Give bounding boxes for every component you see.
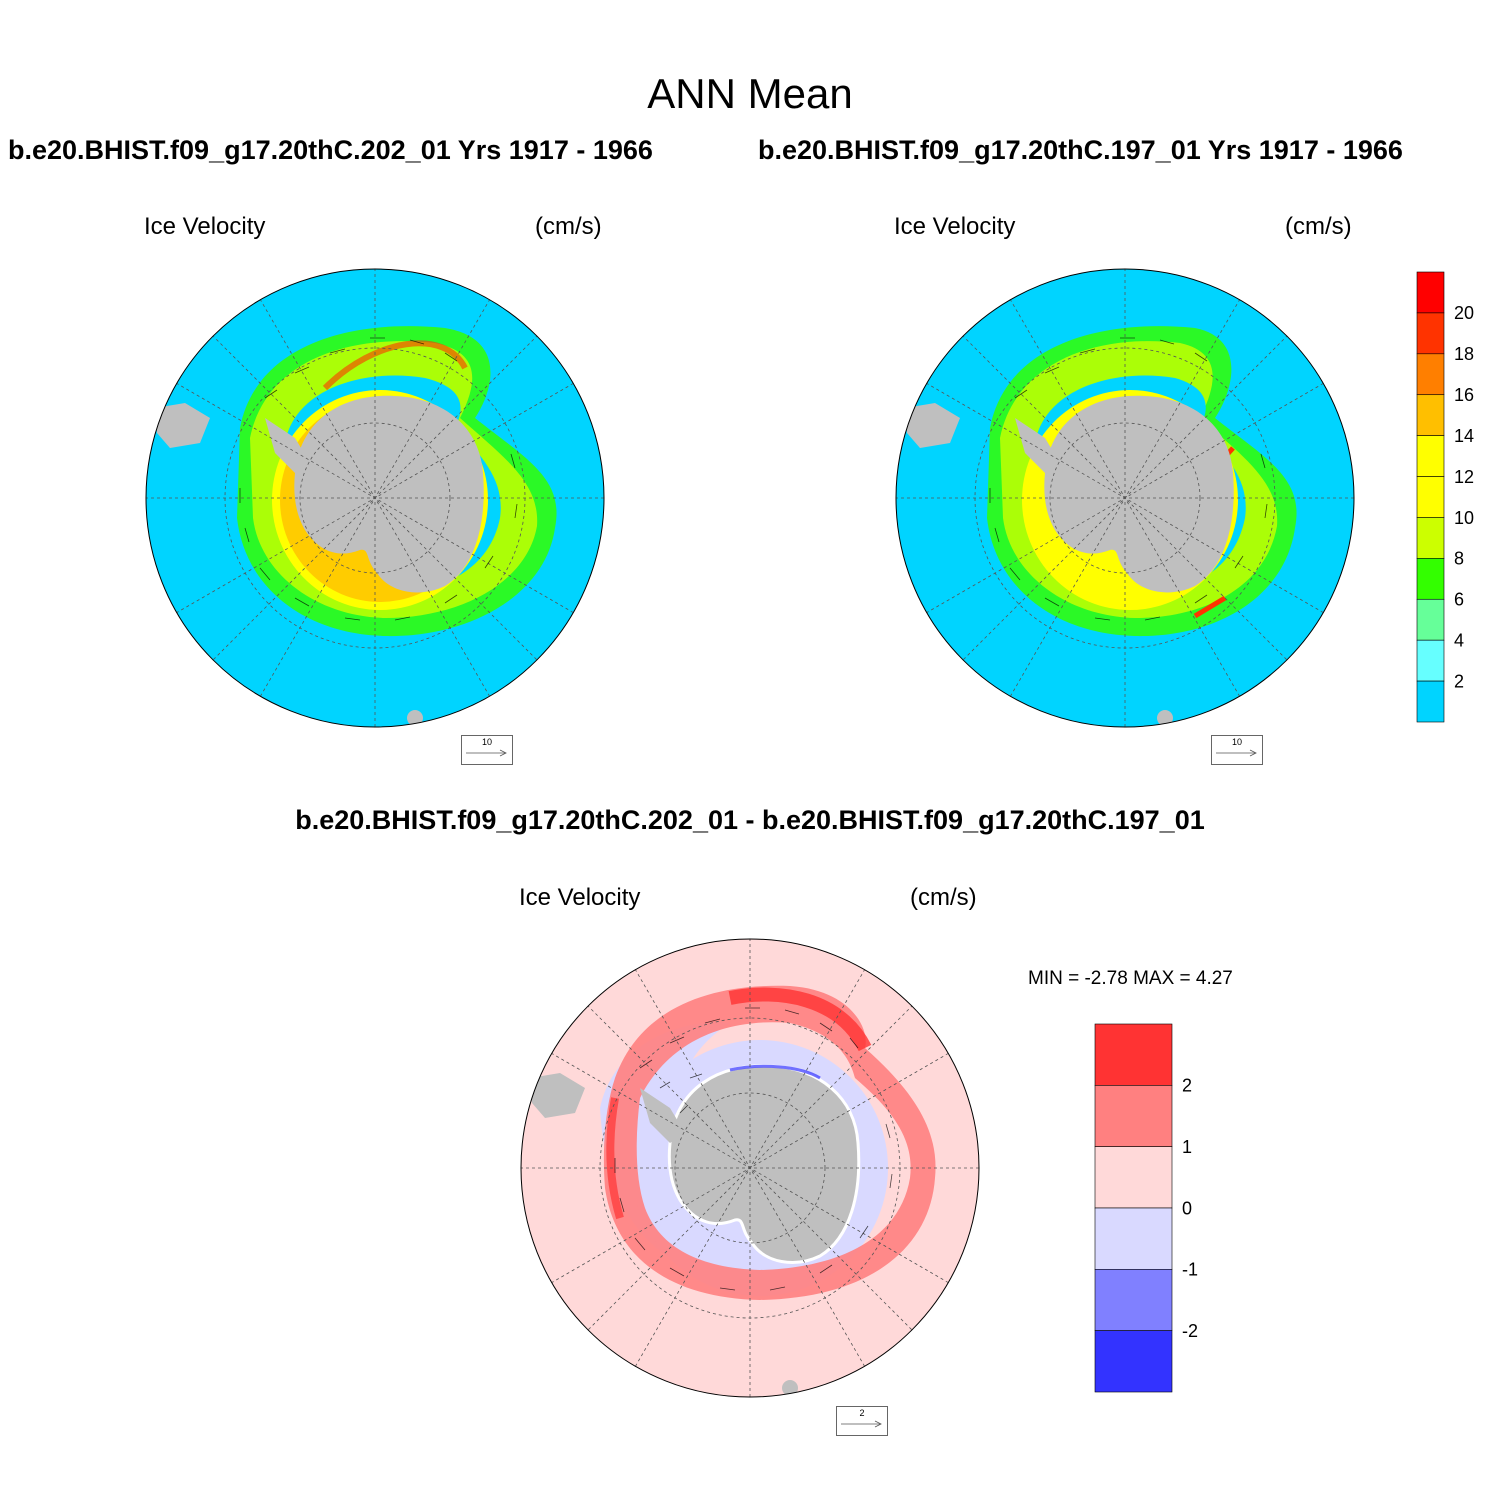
main-colorbar-swatch (1416, 517, 1445, 559)
diff-reference-vector-label: 2 (859, 1408, 865, 1418)
diff-polar-map (520, 938, 980, 1398)
diff-colorbar-swatch (1094, 1146, 1173, 1209)
diff-colorbar-swatch (1094, 1207, 1173, 1270)
diff-colorbar-swatch (1094, 1330, 1173, 1393)
main-colorbar-swatch (1416, 353, 1445, 396)
main-colorbar-swatch (1416, 435, 1445, 477)
case1-reference-vector-label: 10 (481, 737, 492, 747)
main-colorbar-swatch (1416, 312, 1445, 355)
case2-reference-vector-label: 10 (1231, 737, 1242, 747)
diff-units-label: (cm/s) (910, 884, 977, 911)
main-colorbar-swatch (1416, 598, 1445, 641)
diff-colorbar: 2 1 0 -1 -2 (1094, 1023, 1198, 1393)
main-colorbar-tick-label: 8 (1454, 549, 1464, 569)
main-colorbar-tick-label: 2 (1454, 671, 1464, 691)
case1-variable-label: Ice Velocity (144, 213, 266, 240)
case2-reference-vector-arrow (1216, 749, 1257, 757)
diff-colorbar-tick-label: -1 (1182, 1260, 1198, 1280)
diff-colorbar-tick-label: 0 (1182, 1198, 1192, 1218)
case2-units-label: (cm/s) (1285, 213, 1352, 240)
main-colorbar-swatch (1416, 558, 1445, 600)
main-colorbar-tick-label: 18 (1454, 344, 1474, 364)
main-colorbar-tick-label: 12 (1454, 467, 1474, 487)
case1-reference-vector-arrow (466, 749, 507, 757)
case1-reference-vector-box: 10 (461, 735, 513, 765)
diff-variable-label: Ice Velocity (519, 884, 641, 911)
main-colorbar-tick-label: 6 (1454, 590, 1464, 610)
main-colorbar-swatch (1416, 639, 1445, 682)
main-colorbar-swatch (1416, 476, 1445, 518)
main-colorbar-swatch (1416, 271, 1445, 314)
figure-title: ANN Mean (647, 70, 853, 117)
diff-reference-vector-arrow (841, 1420, 882, 1428)
diff-colorbar-tick-label: -2 (1182, 1321, 1198, 1341)
diff-reference-vector-box: 2 (836, 1406, 888, 1436)
main-colorbar-swatch (1416, 680, 1445, 723)
case2-title: b.e20.BHIST.f09_g17.20thC.197_01 Yrs 191… (758, 135, 1403, 165)
main-colorbar-tick-label: 20 (1454, 303, 1474, 323)
diff-colorbar-swatch (1094, 1085, 1173, 1147)
case1-polar-map (145, 268, 605, 728)
main-colorbar-swatch (1416, 394, 1445, 436)
case2-reference-vector-box: 10 (1211, 735, 1263, 765)
case1-title: b.e20.BHIST.f09_g17.20thC.202_01 Yrs 191… (8, 135, 653, 165)
case2-variable-label: Ice Velocity (894, 213, 1016, 240)
main-colorbar-tick-label: 14 (1454, 426, 1474, 446)
diff-title: b.e20.BHIST.f09_g17.20thC.202_01 - b.e20… (295, 805, 1205, 835)
diff-colorbar-tick-label: 1 (1182, 1137, 1192, 1157)
main-colorbar-tick-label: 16 (1454, 385, 1474, 405)
main-colorbar-tick-label: 10 (1454, 508, 1474, 528)
case2-polar-map (895, 268, 1355, 728)
main-colorbar: 20 18 16 14 12 10 8 6 4 2 (1416, 271, 1474, 723)
diff-minmax-label: MIN = -2.78 MAX = 4.27 (1028, 968, 1233, 989)
diff-colorbar-swatch (1094, 1269, 1173, 1331)
diff-colorbar-tick-label: 2 (1182, 1076, 1192, 1096)
main-colorbar-tick-label: 4 (1454, 630, 1464, 650)
case1-units-label: (cm/s) (535, 213, 602, 240)
diff-colorbar-swatch (1094, 1023, 1173, 1086)
